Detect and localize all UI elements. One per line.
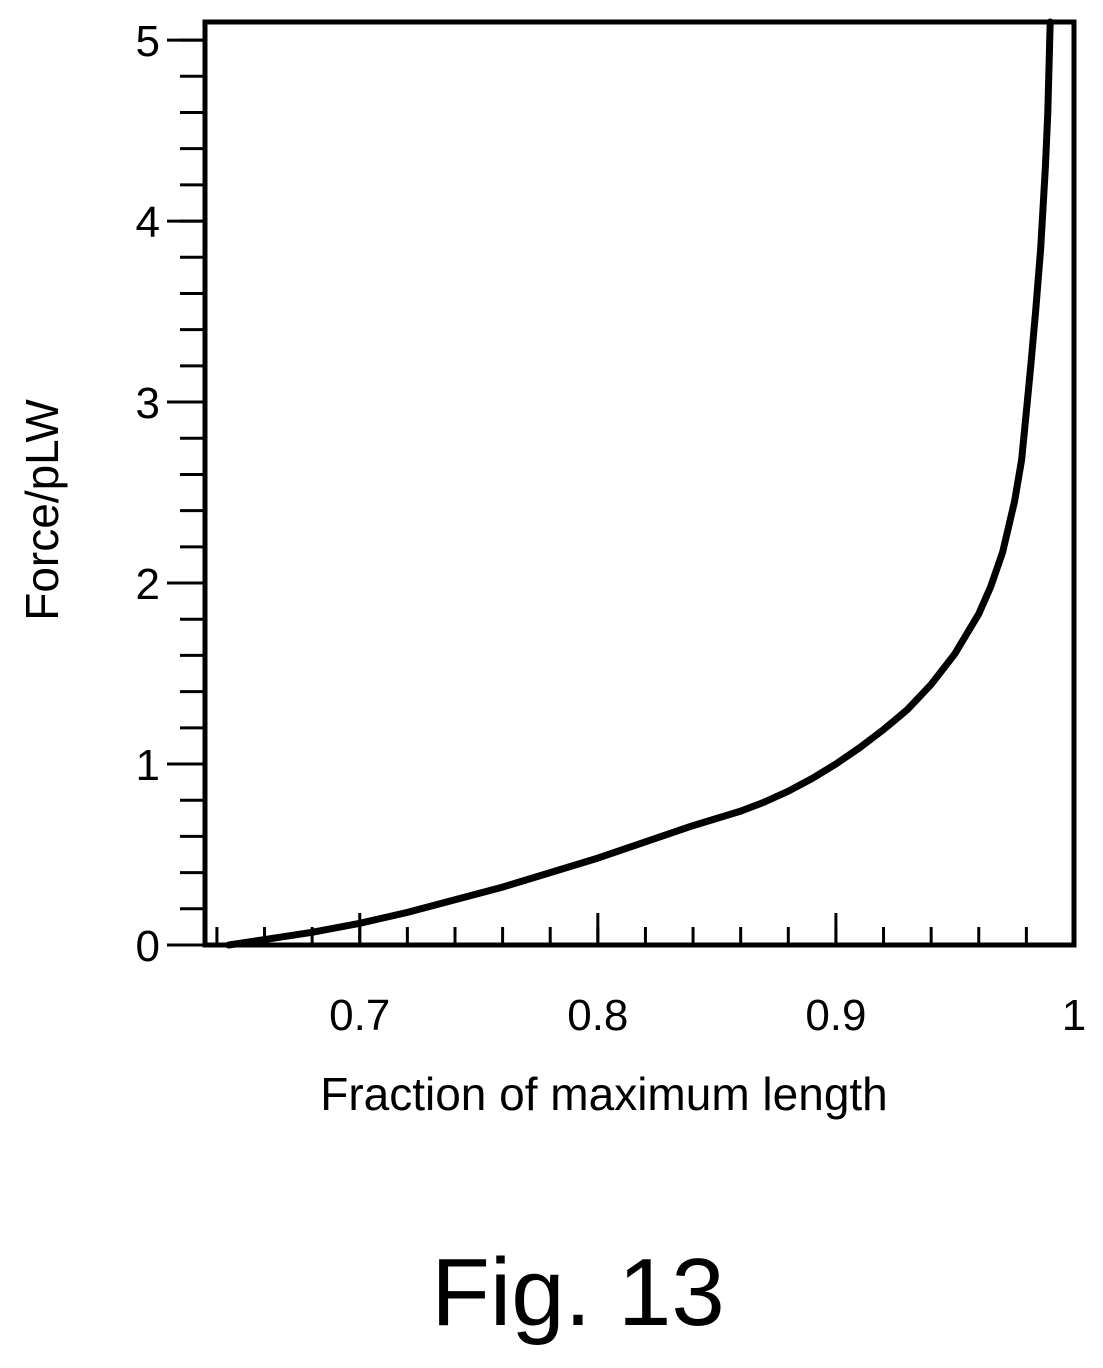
y-tick-label: 4 [136, 198, 160, 247]
x-tick-label: 1 [1062, 991, 1086, 1040]
x-tick-label: 0.7 [329, 991, 390, 1040]
x-tick-label: 0.9 [805, 991, 866, 1040]
y-tick-label: 0 [136, 922, 160, 971]
y-tick-label: 1 [136, 741, 160, 790]
y-axis-title: Force/pLW [16, 399, 68, 621]
x-axis-title: Fraction of maximum length [320, 1068, 888, 1120]
y-tick-label: 5 [136, 17, 160, 66]
figure-caption: Fig. 13 [431, 1239, 724, 1346]
chart-plot-area: 0.7 0.8 0.9 1 0 1 2 3 4 5 [136, 17, 1087, 1040]
series-line [229, 22, 1050, 945]
y-tick-label: 3 [136, 379, 160, 428]
y-tick-label: 2 [136, 560, 160, 609]
plot-frame [205, 22, 1074, 945]
x-tick-label: 0.8 [567, 991, 628, 1040]
